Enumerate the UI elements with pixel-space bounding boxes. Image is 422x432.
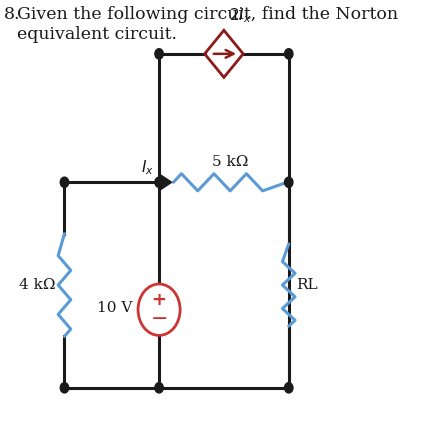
Circle shape xyxy=(284,49,293,59)
Text: 4 kΩ: 4 kΩ xyxy=(19,278,56,292)
Circle shape xyxy=(155,383,163,393)
Text: RL: RL xyxy=(296,278,317,292)
Text: equivalent circuit.: equivalent circuit. xyxy=(17,26,177,43)
Circle shape xyxy=(155,177,163,187)
Polygon shape xyxy=(161,175,172,190)
Text: Given the following circuit, find the Norton: Given the following circuit, find the No… xyxy=(17,6,398,23)
Text: 10 V: 10 V xyxy=(97,301,133,314)
Circle shape xyxy=(284,383,293,393)
Text: 5 kΩ: 5 kΩ xyxy=(212,155,249,168)
Circle shape xyxy=(138,284,180,335)
Circle shape xyxy=(60,177,69,187)
Text: $2 I_x$: $2 I_x$ xyxy=(229,6,252,25)
Text: $I_x$: $I_x$ xyxy=(141,158,154,177)
Text: −: − xyxy=(150,309,168,329)
Circle shape xyxy=(284,177,293,187)
Circle shape xyxy=(155,49,163,59)
Text: 8.: 8. xyxy=(4,6,21,23)
Text: +: + xyxy=(151,291,167,309)
Circle shape xyxy=(60,383,69,393)
